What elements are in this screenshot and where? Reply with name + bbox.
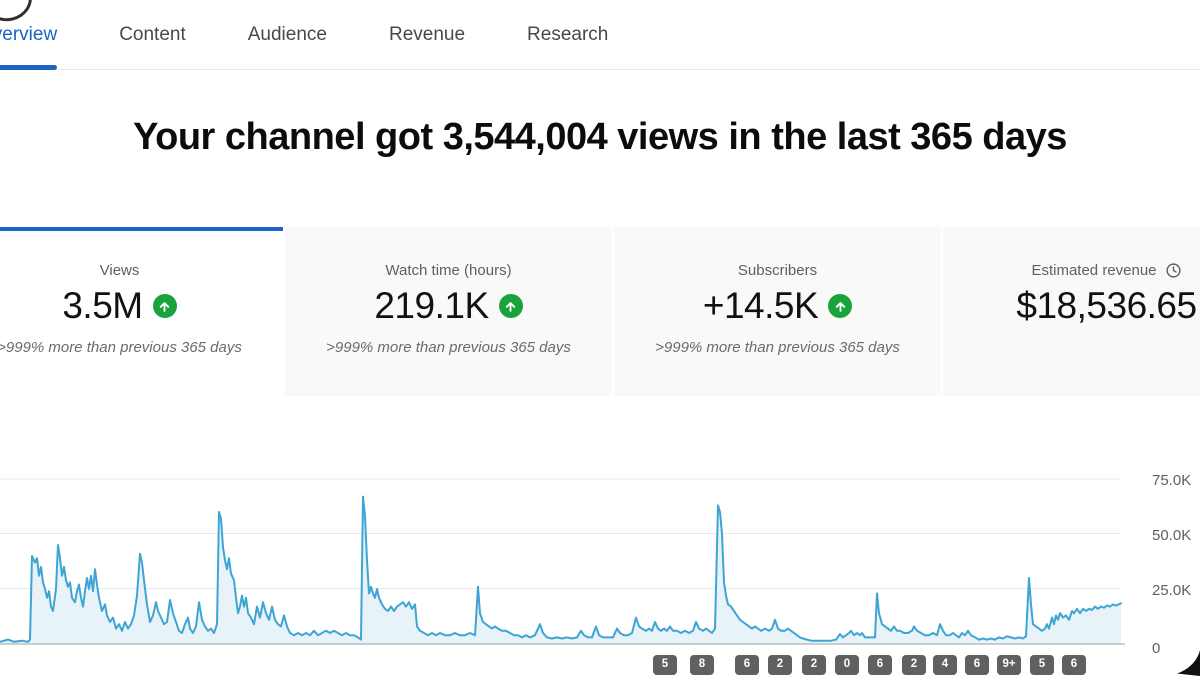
video-marker-badge[interactable]: 6 (965, 655, 989, 675)
tab-research-label: Research (527, 23, 609, 45)
watch-time-card-title: Watch time (hours) (385, 262, 512, 279)
trend-up-icon (152, 294, 177, 318)
tab-content[interactable]: Content (119, 0, 186, 70)
y-axis-tick-50k: 50.0K (1152, 527, 1192, 544)
tab-content-label: Content (119, 23, 186, 45)
y-axis-tick-0: 0 (1152, 640, 1161, 657)
area-chart-canvas[interactable] (0, 451, 1200, 667)
analytics-tabbar: Overview Content Audience Revenue Resear… (0, 0, 1200, 70)
video-marker-badge[interactable]: 6 (868, 655, 892, 675)
video-marker-badge[interactable]: 6 (1062, 655, 1086, 675)
active-tab-indicator (0, 64, 58, 70)
tab-overview[interactable]: Overview (0, 0, 58, 70)
revenue-value: $18,536.65 (1016, 285, 1197, 326)
chart-line (0, 495, 1122, 643)
subscribers-value: +14.5K (702, 285, 819, 326)
subscribers-comparison: >999% more than previous 365 days (655, 339, 900, 356)
video-marker-badge[interactable]: 0 (835, 655, 859, 675)
y-axis-tick-75k: 75.0K (1152, 472, 1192, 489)
video-marker-badge[interactable]: 2 (902, 655, 926, 675)
watch-time-value: 219.1K (374, 285, 489, 326)
revenue-card-title: Estimated revenue (943, 262, 1200, 279)
video-marker-badge[interactable]: 6 (735, 655, 759, 675)
metric-cards-row: Views 3.5M >999% more than previous 365 … (0, 227, 1200, 396)
views-comparison: >999% more than previous 365 days (0, 339, 242, 356)
trend-up-icon (498, 294, 523, 318)
tab-audience-label: Audience (247, 23, 327, 45)
views-trend-chart[interactable]: 75.0K 50.0K 25.0K 0 5 8 6 2 2 0 6 2 4 6 9+ 5 6 (0, 451, 1200, 675)
y-axis-tick-25k: 25.0K (1152, 582, 1192, 599)
metric-card-views[interactable]: Views 3.5M >999% more than previous 365 … (0, 227, 283, 396)
subscribers-card-title: Subscribers (737, 262, 818, 279)
video-marker-badge[interactable]: 4 (933, 655, 957, 675)
video-marker-badge[interactable]: 2 (802, 655, 826, 675)
metric-card-watch-time[interactable]: Watch time (hours) 219.1K >999% more tha… (285, 227, 612, 396)
video-marker-badge[interactable]: 5 (653, 655, 677, 675)
tab-research[interactable]: Research (527, 0, 608, 70)
trend-up-icon (828, 294, 853, 318)
clock-icon[interactable] (1165, 262, 1182, 279)
page-title: Your channel got 3,544,004 views in the … (133, 116, 1067, 158)
views-card-title: Views (99, 262, 140, 279)
metric-card-estimated-revenue[interactable]: Estimated revenue $18,536.65 (943, 227, 1200, 396)
tab-revenue[interactable]: Revenue (389, 0, 465, 70)
video-marker-badge[interactable]: 5 (1030, 655, 1054, 675)
views-value: 3.5M (62, 285, 143, 326)
video-marker-badge[interactable]: 8 (690, 655, 714, 675)
tab-audience[interactable]: Audience (248, 0, 327, 70)
chart-area-fill (0, 496, 1121, 644)
video-marker-badge[interactable]: 9+ (997, 655, 1021, 675)
tab-revenue-label: Revenue (388, 23, 466, 45)
metric-card-subscribers[interactable]: Subscribers +14.5K >999% more than previ… (614, 227, 941, 396)
tab-overview-label: Overview (0, 23, 58, 45)
watch-time-comparison: >999% more than previous 365 days (326, 339, 571, 356)
video-marker-badge[interactable]: 2 (768, 655, 792, 675)
